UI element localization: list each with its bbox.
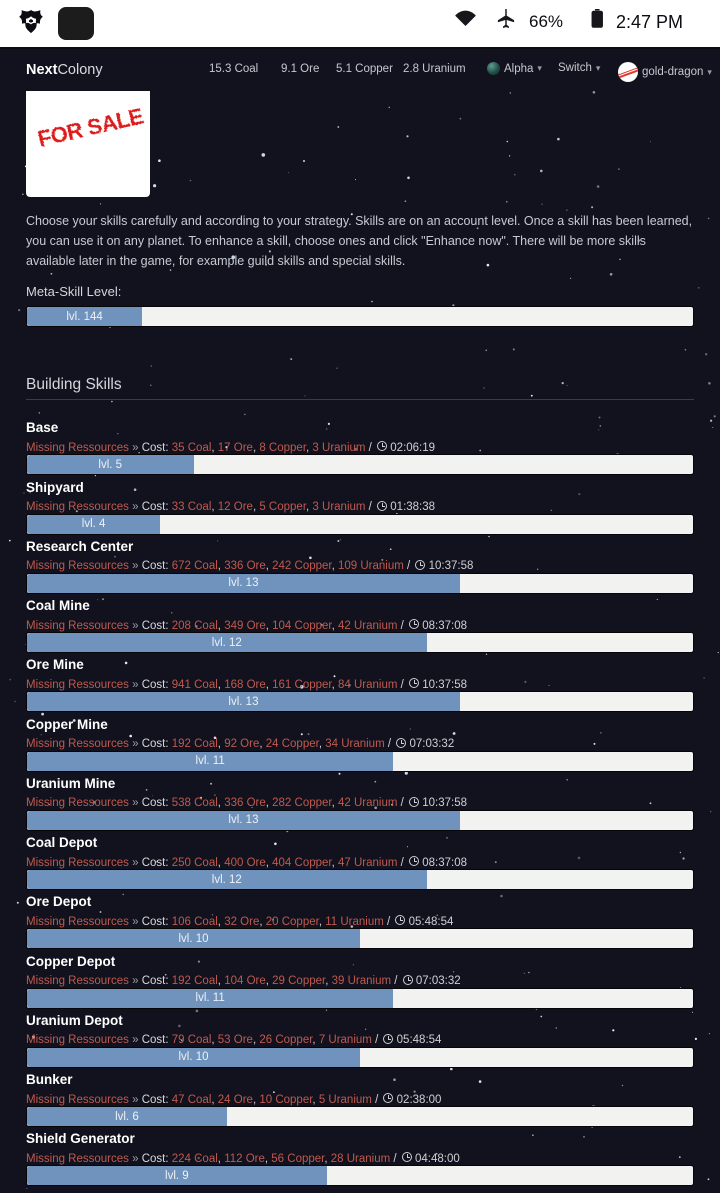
svg-text:FOR SALE: FOR SALE [36,103,146,151]
